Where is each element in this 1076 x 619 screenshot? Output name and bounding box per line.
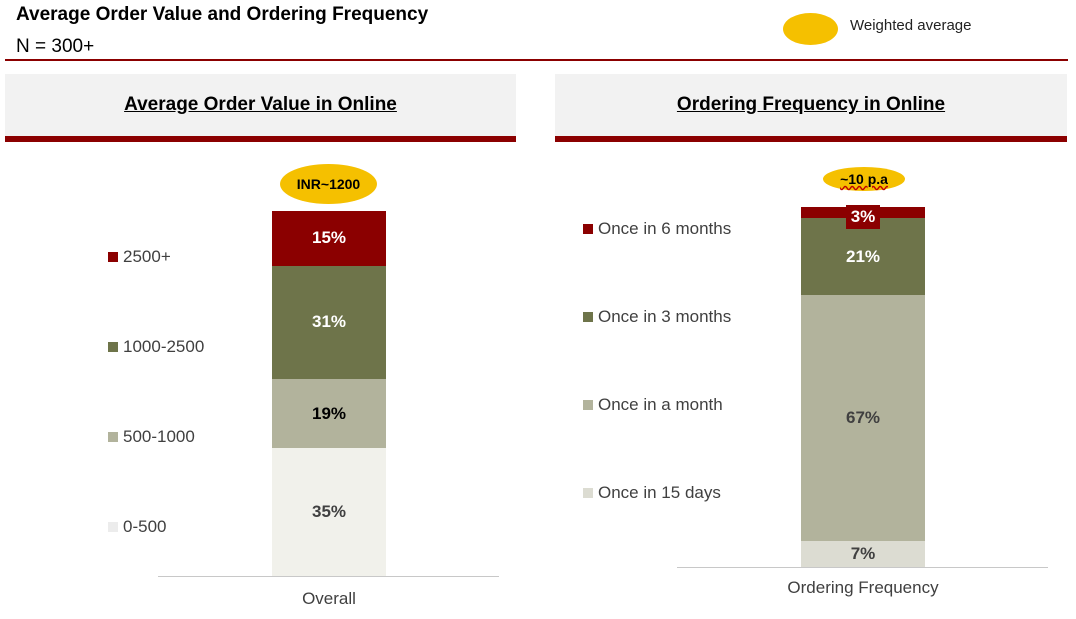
frequency-data-label: 21% xyxy=(845,246,881,266)
order-value-legend-swatch xyxy=(108,342,118,352)
order-value-legend-label: 500-1000 xyxy=(123,427,195,446)
frequency-bar-segment: 21% xyxy=(801,218,925,296)
frequency-bar-segment: 7% xyxy=(801,541,925,567)
order-value-legend-label: 1000-2500 xyxy=(123,337,205,356)
order-value-weighted-average-oval: INR ~1200 xyxy=(280,164,377,204)
weighted-average-legend-swatch xyxy=(783,13,838,45)
order-value-panel-header: Average Order Value in Online xyxy=(5,74,516,142)
order-value-axis-baseline xyxy=(158,576,499,577)
order-value-legend-item: 1000-2500 xyxy=(108,337,204,357)
order-value-bar-segment: 31% xyxy=(272,265,386,379)
frequency-panel-header: Ordering Frequency in Online xyxy=(555,74,1067,142)
frequency-category-label: Ordering Frequency xyxy=(787,578,939,597)
order-value-data-label: 19% xyxy=(311,403,347,423)
order-value-data-label: 31% xyxy=(311,312,347,332)
frequency-legend-swatch xyxy=(583,400,593,410)
order-value-legend-swatch xyxy=(108,432,118,442)
header-divider xyxy=(5,59,1068,61)
frequency-legend-label: Once in a month xyxy=(598,395,723,414)
order-value-legend-item: 0-500 xyxy=(108,517,166,537)
frequency-legend-item: Once in 15 days xyxy=(583,483,721,503)
order-value-legend-label: 0-500 xyxy=(123,517,167,536)
frequency-weighted-average-oval: ~10 p.a xyxy=(823,167,905,191)
frequency-data-label: 3% xyxy=(845,204,881,229)
frequency-legend-item: Once in a month xyxy=(583,395,723,415)
order-value-legend-item: 2500+ xyxy=(108,247,171,267)
frequency-legend-swatch xyxy=(583,224,593,234)
frequency-legend-item: Once in 6 months xyxy=(583,219,731,239)
frequency-legend-label: Once in 3 months xyxy=(598,307,732,326)
page-subtitle: N = 300+ xyxy=(16,36,95,57)
order-value-legend-swatch xyxy=(108,522,118,532)
frequency-legend-item: Once in 3 months xyxy=(583,307,731,327)
frequency-legend-swatch xyxy=(583,488,593,498)
order-value-category-label: Overall xyxy=(302,589,356,608)
order-value-legend-item: 500-1000 xyxy=(108,427,195,447)
order-value-data-label: 35% xyxy=(311,502,347,522)
order-value-bar-segment: 35% xyxy=(272,448,386,576)
order-value-weighted-average-value: ~1200 xyxy=(320,176,361,192)
order-value-legend-label: 2500+ xyxy=(123,247,171,266)
frequency-axis-baseline xyxy=(677,567,1048,568)
order-value-weighted-average-label: INR xyxy=(296,176,321,192)
frequency-data-label: 67% xyxy=(845,408,881,428)
frequency-chart-title: Ordering Frequency in Online xyxy=(676,94,946,115)
frequency-legend-label: Once in 15 days xyxy=(598,483,721,502)
frequency-legend-label: Once in 6 months xyxy=(598,219,732,238)
frequency-bar-segment: 67% xyxy=(801,295,925,542)
order-value-bar-segment: 19% xyxy=(272,378,386,449)
order-value-bar-segment: 15% xyxy=(272,211,386,266)
order-value-chart-title: Average Order Value in Online xyxy=(124,94,397,115)
page-title: Average Order Value and Ordering Frequen… xyxy=(16,4,429,25)
frequency-bar-segment: 3% xyxy=(801,204,925,229)
frequency-data-label: 7% xyxy=(850,544,876,564)
frequency-legend-swatch xyxy=(583,312,593,322)
weighted-average-legend-label: Weighted average xyxy=(850,17,972,34)
order-value-data-label: 15% xyxy=(311,228,347,248)
order-value-legend-swatch xyxy=(108,252,118,262)
frequency-weighted-average-label: ~10 p.a xyxy=(840,171,888,187)
